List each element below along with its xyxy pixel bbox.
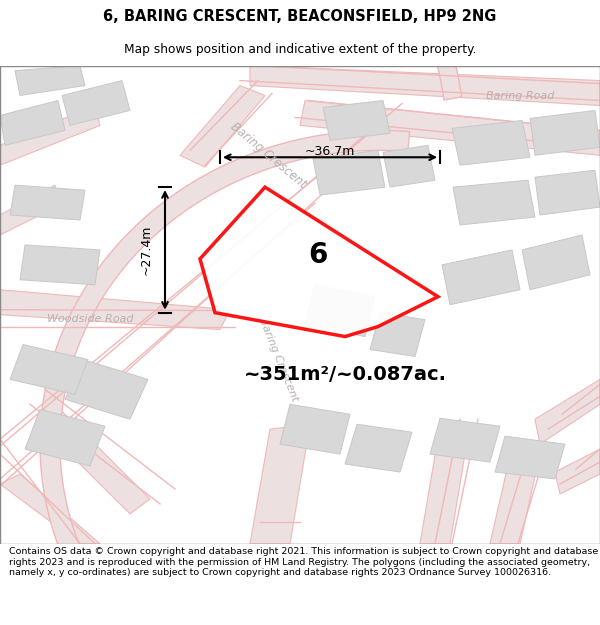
Text: Map shows position and indicative extent of the property.: Map shows position and indicative extent… <box>124 42 476 56</box>
Text: Baring Road: Baring Road <box>486 91 554 101</box>
Polygon shape <box>25 409 105 466</box>
Polygon shape <box>370 312 425 356</box>
Text: ~27.4m: ~27.4m <box>140 225 153 275</box>
Polygon shape <box>452 121 530 165</box>
Text: 6: 6 <box>308 241 328 269</box>
Polygon shape <box>383 145 435 187</box>
Polygon shape <box>535 379 600 444</box>
Polygon shape <box>420 424 470 544</box>
Polygon shape <box>530 111 600 155</box>
Polygon shape <box>20 245 100 285</box>
Polygon shape <box>250 424 310 544</box>
Polygon shape <box>495 436 565 479</box>
Polygon shape <box>40 131 410 601</box>
Polygon shape <box>453 180 535 225</box>
Text: Woodside Road: Woodside Road <box>47 314 133 324</box>
Polygon shape <box>180 86 265 168</box>
Polygon shape <box>10 185 85 220</box>
Polygon shape <box>280 404 350 454</box>
Polygon shape <box>0 106 100 165</box>
Text: ~351m²/~0.087ac.: ~351m²/~0.087ac. <box>244 365 446 384</box>
Polygon shape <box>10 344 88 394</box>
Polygon shape <box>305 285 375 336</box>
Polygon shape <box>522 235 590 290</box>
Text: ~36.7m: ~36.7m <box>305 145 355 158</box>
Polygon shape <box>200 187 438 336</box>
Polygon shape <box>170 0 461 100</box>
Polygon shape <box>0 290 230 329</box>
Polygon shape <box>250 66 600 106</box>
Polygon shape <box>0 474 100 544</box>
Polygon shape <box>323 101 390 141</box>
Polygon shape <box>535 170 600 215</box>
Polygon shape <box>345 424 412 472</box>
Polygon shape <box>442 250 520 304</box>
Polygon shape <box>62 81 130 126</box>
Polygon shape <box>430 418 500 462</box>
Polygon shape <box>555 449 600 494</box>
Polygon shape <box>65 359 148 419</box>
Polygon shape <box>313 150 385 195</box>
Text: Contains OS data © Crown copyright and database right 2021. This information is : Contains OS data © Crown copyright and d… <box>9 548 598 577</box>
Polygon shape <box>490 454 540 544</box>
Text: Baring Crescent: Baring Crescent <box>227 120 308 191</box>
Text: Baring Crescent: Baring Crescent <box>257 316 299 402</box>
Polygon shape <box>15 66 85 96</box>
Polygon shape <box>300 101 600 155</box>
Polygon shape <box>0 101 65 145</box>
Polygon shape <box>40 409 150 514</box>
Text: 6, BARING CRESCENT, BEACONSFIELD, HP9 2NG: 6, BARING CRESCENT, BEACONSFIELD, HP9 2N… <box>103 9 497 24</box>
Polygon shape <box>0 185 60 235</box>
